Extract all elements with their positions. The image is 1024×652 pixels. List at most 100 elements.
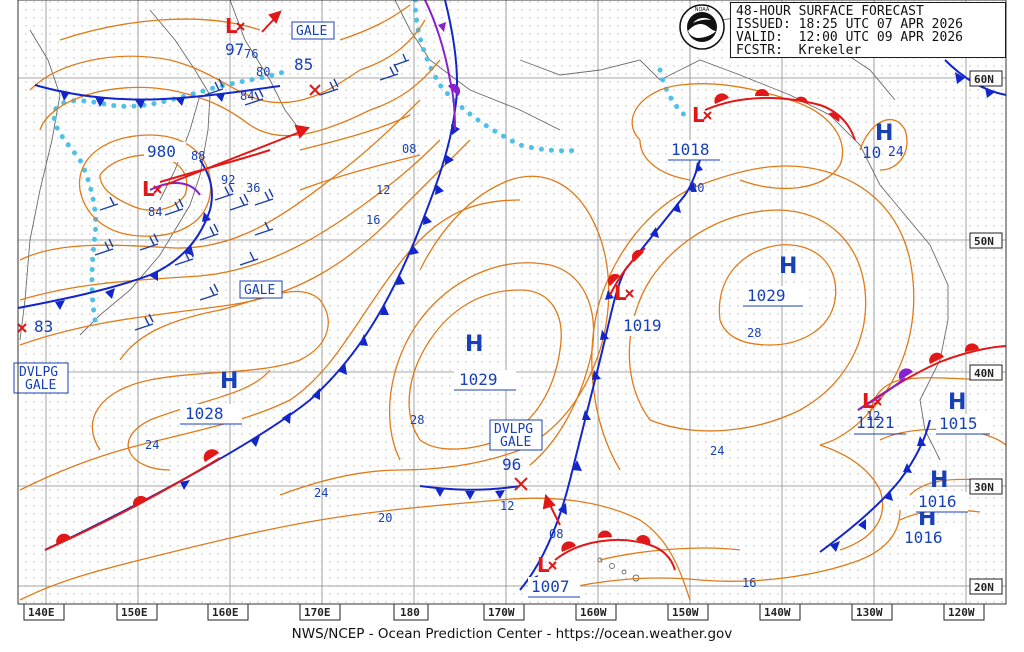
svg-text:140E: 140E: [28, 606, 55, 619]
svg-text:170E: 170E: [304, 606, 331, 619]
svg-text:160W: 160W: [580, 606, 607, 619]
svg-text:24: 24: [314, 486, 328, 500]
svg-text:L: L: [692, 103, 705, 127]
svg-text:L: L: [225, 14, 238, 38]
high-1029-central-value: 1029: [459, 370, 498, 389]
svg-text:L: L: [142, 177, 155, 201]
svg-text:L: L: [537, 553, 550, 577]
svg-text:160E: 160E: [212, 606, 239, 619]
svg-text:20N: 20N: [974, 581, 994, 594]
low-1018-value: 1018: [671, 140, 710, 159]
svg-text:140W: 140W: [764, 606, 791, 619]
noaa-logo-text: NOAA: [695, 7, 710, 13]
valid-time: VALID: 12:00 UTC 09 APR 2026: [736, 30, 963, 45]
svg-text:84: 84: [240, 89, 254, 103]
svg-text:L: L: [862, 389, 875, 413]
footer-credit: NWS/NCEP - Ocean Prediction Center - htt…: [291, 626, 733, 642]
cold-front-central: [519, 159, 703, 591]
wind-barbs: [94, 53, 410, 331]
svg-text:180: 180: [400, 606, 420, 619]
cross-83-value: 83: [34, 317, 53, 336]
low-980-value: 980: [147, 142, 176, 161]
high-1016-b-value: 1016: [904, 528, 943, 547]
cold-front-east: [819, 419, 931, 553]
svg-text:12: 12: [376, 183, 390, 197]
svg-text:80: 80: [256, 65, 270, 79]
svg-text:50N: 50N: [974, 235, 994, 248]
svg-text:76: 76: [244, 47, 258, 61]
svg-text:16: 16: [366, 213, 380, 227]
high-1028-symbol: H: [220, 369, 238, 394]
svg-text:08: 08: [549, 527, 563, 541]
svg-text:08: 08: [402, 142, 416, 156]
issued-time: ISSUED: 18:25 UTC 07 APR 2026: [736, 17, 963, 32]
noaa-logo: NOAA: [679, 4, 725, 50]
svg-text:84: 84: [148, 205, 162, 219]
svg-text:36: 36: [246, 181, 260, 195]
svg-text:12: 12: [866, 409, 880, 423]
svg-text:24: 24: [145, 438, 159, 452]
low-symbols: L L L L L L: [17, 14, 882, 577]
svg-text:28: 28: [410, 413, 424, 427]
svg-text:24: 24: [710, 444, 724, 458]
storm-motion-arrows: [164, 10, 561, 526]
svg-text:12: 12: [500, 499, 514, 513]
svg-text:150E: 150E: [121, 606, 148, 619]
svg-text:20: 20: [378, 511, 392, 525]
dvlpg-gale-1-line1: DVLPG: [19, 365, 58, 380]
low-1121-value: 1121: [856, 413, 895, 432]
svg-text:88: 88: [191, 149, 205, 163]
high-1015-value: 1015: [939, 414, 978, 433]
high-1028-value: 1028: [185, 404, 224, 423]
svg-text:60N: 60N: [974, 73, 994, 86]
latitude-labels: 60N 50N 40N 30N 20N: [969, 70, 1003, 595]
longitude-labels: 140E 150E 160E 170E 180 170W 160W 150W 1…: [23, 603, 985, 621]
dvlpg-gale-2-line2: GALE: [500, 435, 531, 450]
svg-text:40N: 40N: [974, 367, 994, 380]
dvlpg-gale-1-line2: GALE: [25, 378, 56, 393]
front-east-low: [857, 343, 1007, 411]
warm-front-north-pacific: [704, 89, 856, 141]
cross-96-value: 96: [502, 455, 521, 474]
isobar-value-labels: 76 80 84 88 92 36 84 08 12 16 28 24 24 2…: [145, 47, 880, 590]
occluded-front-north: [424, 0, 461, 131]
high-1016-a-value: 1016: [918, 492, 957, 511]
svg-text:16: 16: [742, 576, 756, 590]
high-1029-east-value: 1029: [747, 286, 786, 305]
cold-front-west: [44, 0, 460, 551]
dvlpg-gale-2-line1: DVLPG: [494, 422, 533, 437]
forecaster: FCSTR: Krekeler: [736, 43, 862, 58]
high-1029-east-symbol: H: [779, 254, 797, 279]
svg-text:30N: 30N: [974, 481, 994, 494]
forecast-header-box: [730, 2, 1006, 58]
pressure-labels: 1028 1029 1029 10 24 1015 1016 1016 980 …: [34, 40, 990, 598]
cross-85-value: 85: [294, 55, 313, 74]
dotted-background: [18, 0, 1006, 604]
svg-text:20: 20: [690, 181, 704, 195]
gale-label-2: GALE: [244, 283, 275, 298]
forecast-title: 48-HOUR SURFACE FORECAST: [736, 4, 924, 19]
high-1016-a-symbol: H: [930, 468, 948, 493]
high-10-24-value2: 24: [888, 145, 904, 160]
low-97-value: 97: [225, 40, 244, 59]
warning-labels: GALE GALE DVLPG GALE DVLPG GALE: [13, 21, 543, 451]
svg-text:150W: 150W: [672, 606, 699, 619]
high-1015-symbol: H: [948, 390, 966, 415]
svg-text:170W: 170W: [488, 606, 515, 619]
stationary-front-central: [419, 485, 521, 500]
svg-text:120W: 120W: [948, 606, 975, 619]
low-1019-value: 1019: [623, 316, 662, 335]
svg-text:L: L: [614, 281, 627, 305]
svg-text:130W: 130W: [856, 606, 883, 619]
gale-label-1: GALE: [296, 24, 327, 39]
warm-front-hawaii: [554, 530, 676, 571]
svg-text:28: 28: [747, 326, 761, 340]
low-1007-value: 1007: [531, 577, 570, 596]
map-frame: [17, 0, 1007, 605]
high-10-24-value: 10: [862, 143, 881, 162]
high-1029-central-symbol: H: [465, 332, 483, 357]
front-top-left: [34, 84, 281, 109]
high-10-24-symbol: H: [875, 121, 893, 146]
svg-text:92: 92: [221, 173, 235, 187]
